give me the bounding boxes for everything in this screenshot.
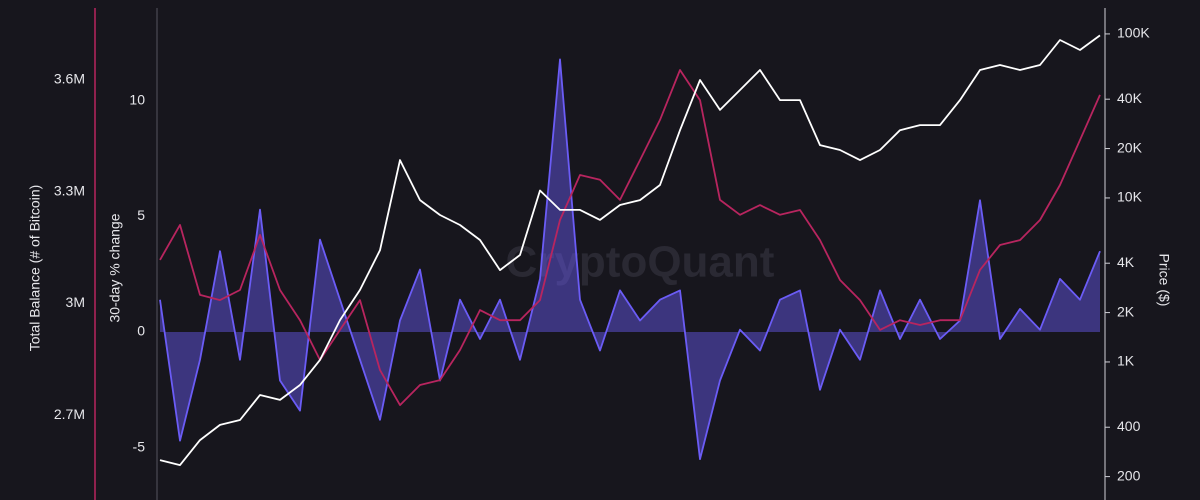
y-tick-label: 3.3M (54, 182, 85, 198)
watermark: CryptoQuant (506, 238, 775, 287)
y2-tick-label: -5 (133, 438, 146, 454)
y3-tick-label: 2K (1117, 303, 1135, 319)
y2-tick-label: 0 (137, 323, 145, 339)
line (159, 34, 1101, 466)
y3-tick-label: 40K (1117, 90, 1143, 106)
y3-tick-label: 20K (1117, 139, 1143, 155)
y3-tick-label: 200 (1117, 467, 1141, 483)
y3-tick-label: 1K (1117, 353, 1135, 369)
y3-axis-title: Price ($) (1156, 254, 1172, 307)
y-tick-label: 3.6M (54, 71, 85, 87)
y3-tick-label: 4K (1117, 254, 1135, 270)
line (159, 69, 1101, 406)
y3-tick-label: 400 (1117, 418, 1141, 434)
y3-tick-label: 10K (1117, 189, 1143, 205)
y3-tick-label: 100K (1117, 25, 1150, 41)
y2-axis-title: 30-day % change (107, 213, 123, 322)
y-axis-title: Total Balance (# of Bitcoin) (27, 185, 43, 352)
y2-tick-label: 5 (137, 207, 145, 223)
y2-tick-label: 10 (129, 92, 145, 108)
y-tick-label: 3M (66, 294, 85, 310)
y-tick-label: 2.7M (54, 406, 85, 422)
line (159, 58, 1101, 460)
